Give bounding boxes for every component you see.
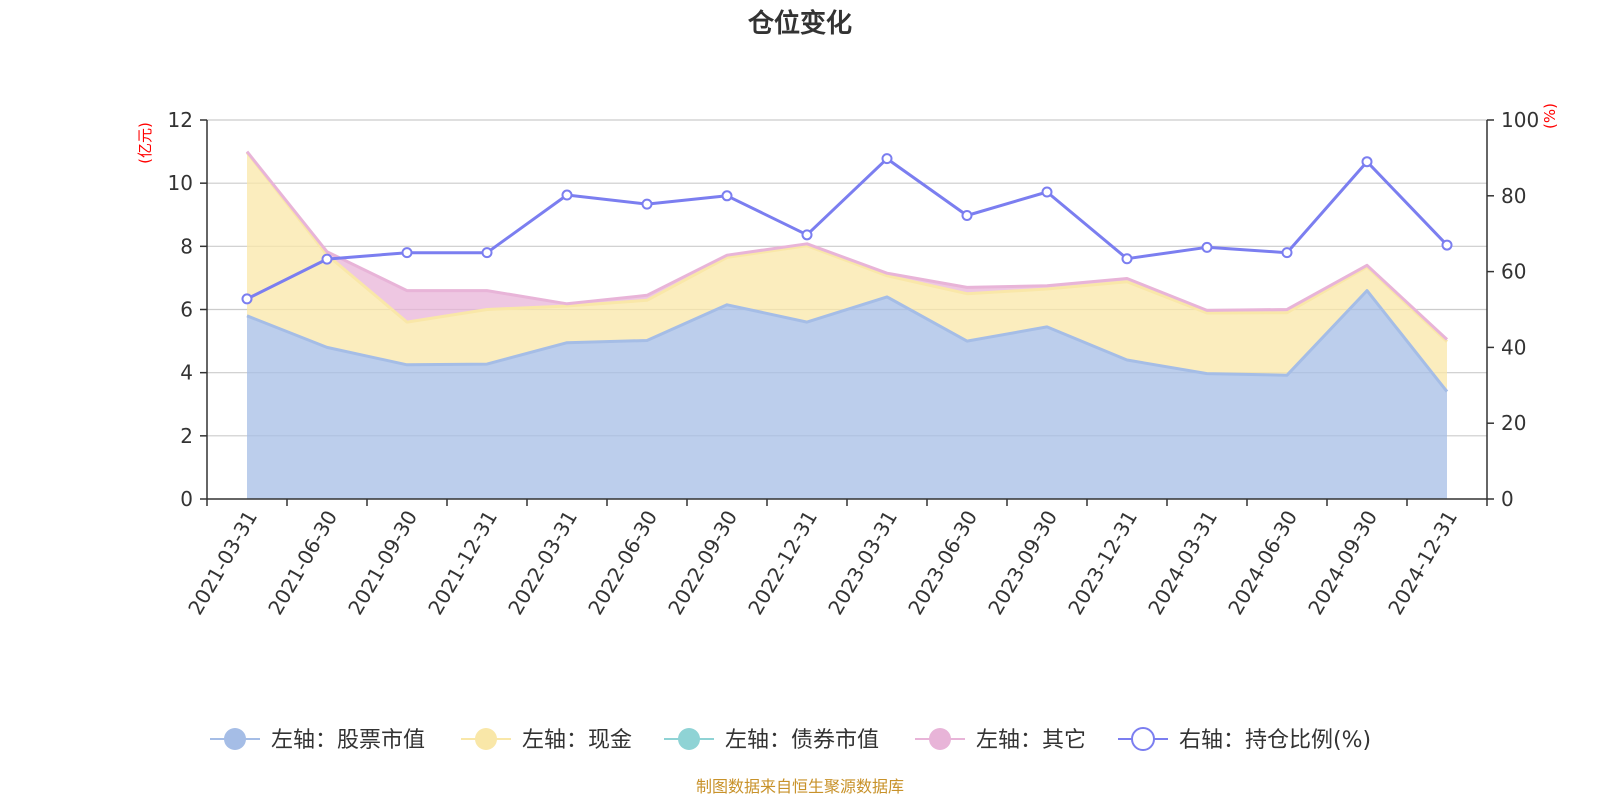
data-source-note: 制图数据来自恒生聚源数据库 — [696, 777, 904, 796]
x-axis-tick-label: 2022-09-30 — [663, 506, 742, 619]
left-axis-tick-label: 4 — [180, 361, 193, 385]
x-axis-tick-label: 2024-03-31 — [1143, 506, 1222, 619]
right-axis-tick-label: 0 — [1501, 487, 1514, 511]
ratio-point[interactable] — [561, 189, 573, 201]
legend-bond-marker-icon — [678, 728, 700, 750]
x-axis-tick-label: 2023-03-31 — [823, 506, 902, 619]
legend-other-marker-icon — [929, 728, 951, 750]
x-axis-tick-label: 2022-03-31 — [503, 506, 582, 619]
ratio-point[interactable] — [1441, 239, 1453, 251]
right-axis-tick-label: 80 — [1501, 184, 1526, 208]
ratio-line — [246, 157, 1449, 301]
legend-item-stock[interactable]: 左轴：股票市值 — [210, 728, 425, 753]
ratio-point[interactable] — [1281, 247, 1293, 259]
x-axis-tick-label: 2023-06-30 — [903, 506, 982, 619]
x-axis-tick-label: 2021-06-30 — [263, 506, 342, 619]
x-axis-tick-label: 2022-12-31 — [743, 506, 822, 619]
ratio-point[interactable] — [241, 293, 253, 305]
right-axis-tick-label: 60 — [1501, 260, 1526, 284]
legend-item-other[interactable]: 左轴：其它 — [915, 728, 1086, 753]
legend-ratio-marker-icon — [1131, 727, 1155, 751]
legend: 左轴：股票市值 左轴：现金 左轴：债券市值 左轴：其它 右轴：持仓比例(%) — [210, 727, 1371, 753]
left-axis-tick-label: 10 — [168, 171, 193, 195]
ratio-point[interactable] — [801, 229, 813, 241]
ratio-point[interactable] — [321, 253, 333, 265]
ratio-point[interactable] — [1041, 186, 1053, 198]
area-左轴：股票市值 — [247, 290, 1447, 499]
legend-stock-marker-icon — [224, 728, 246, 750]
ratio-point[interactable] — [1201, 241, 1213, 253]
ratio-point[interactable] — [961, 210, 973, 222]
ratio-point[interactable] — [1121, 253, 1133, 265]
legend-item-ratio[interactable]: 右轴：持仓比例(%) — [1118, 727, 1371, 753]
right-axis-tick-label: 20 — [1501, 411, 1526, 435]
x-axis-tick-label: 2023-12-31 — [1063, 506, 1142, 619]
ratio-line-group — [241, 153, 1453, 305]
x-axis-tick-label: 2024-06-30 — [1223, 506, 1302, 619]
right-axis-unit: (%) — [1541, 103, 1559, 129]
legend-cash-label: 左轴：现金 — [522, 728, 632, 753]
legend-item-bond[interactable]: 左轴：债券市值 — [664, 728, 879, 753]
x-axis-tick-label: 2021-03-31 — [183, 506, 262, 619]
right-axis-tick-label: 100 — [1501, 108, 1539, 132]
ratio-point[interactable] — [401, 247, 413, 259]
right-axis-tick-label: 40 — [1501, 335, 1526, 359]
left-axis-tick-label: 8 — [180, 234, 193, 258]
x-axis-tick-label: 2022-06-30 — [583, 506, 662, 619]
legend-other-label: 左轴：其它 — [976, 728, 1086, 753]
left-axis-unit: (亿元) — [136, 122, 154, 164]
legend-cash-marker-icon — [475, 728, 497, 750]
ratio-point[interactable] — [881, 153, 893, 165]
ratio-point[interactable] — [641, 198, 653, 210]
left-axis-tick-label: 2 — [180, 424, 193, 448]
area-outline-左轴：其它 — [245, 150, 1449, 341]
left-axis-tick-label: 12 — [168, 108, 193, 132]
x-axis-tick-label: 2021-12-31 — [423, 506, 502, 619]
left-axis-tick-label: 0 — [180, 487, 193, 511]
area-outline-左轴：现金 — [245, 151, 1449, 343]
area-outline-左轴：股票市值 — [246, 289, 1449, 393]
area-outlines — [245, 150, 1449, 393]
x-axis-tick-label: 2023-09-30 — [983, 506, 1062, 619]
ratio-point[interactable] — [1361, 156, 1373, 168]
area-左轴：现金 — [247, 152, 1447, 392]
legend-bond-label: 左轴：债券市值 — [725, 728, 879, 753]
x-axis-tick-label: 2021-09-30 — [343, 506, 422, 619]
area-layers — [247, 151, 1447, 499]
legend-ratio-label: 右轴：持仓比例(%) — [1179, 728, 1371, 753]
ratio-point[interactable] — [721, 190, 733, 202]
left-axis-tick-label: 6 — [180, 298, 193, 322]
ratio-point[interactable] — [481, 247, 493, 259]
legend-item-cash[interactable]: 左轴：现金 — [461, 728, 632, 753]
x-axis-tick-label: 2024-12-31 — [1383, 506, 1462, 619]
legend-stock-label: 左轴：股票市值 — [271, 728, 425, 753]
x-axis-tick-label: 2024-09-30 — [1303, 506, 1382, 619]
chart-title: 仓位变化 — [747, 8, 852, 39]
